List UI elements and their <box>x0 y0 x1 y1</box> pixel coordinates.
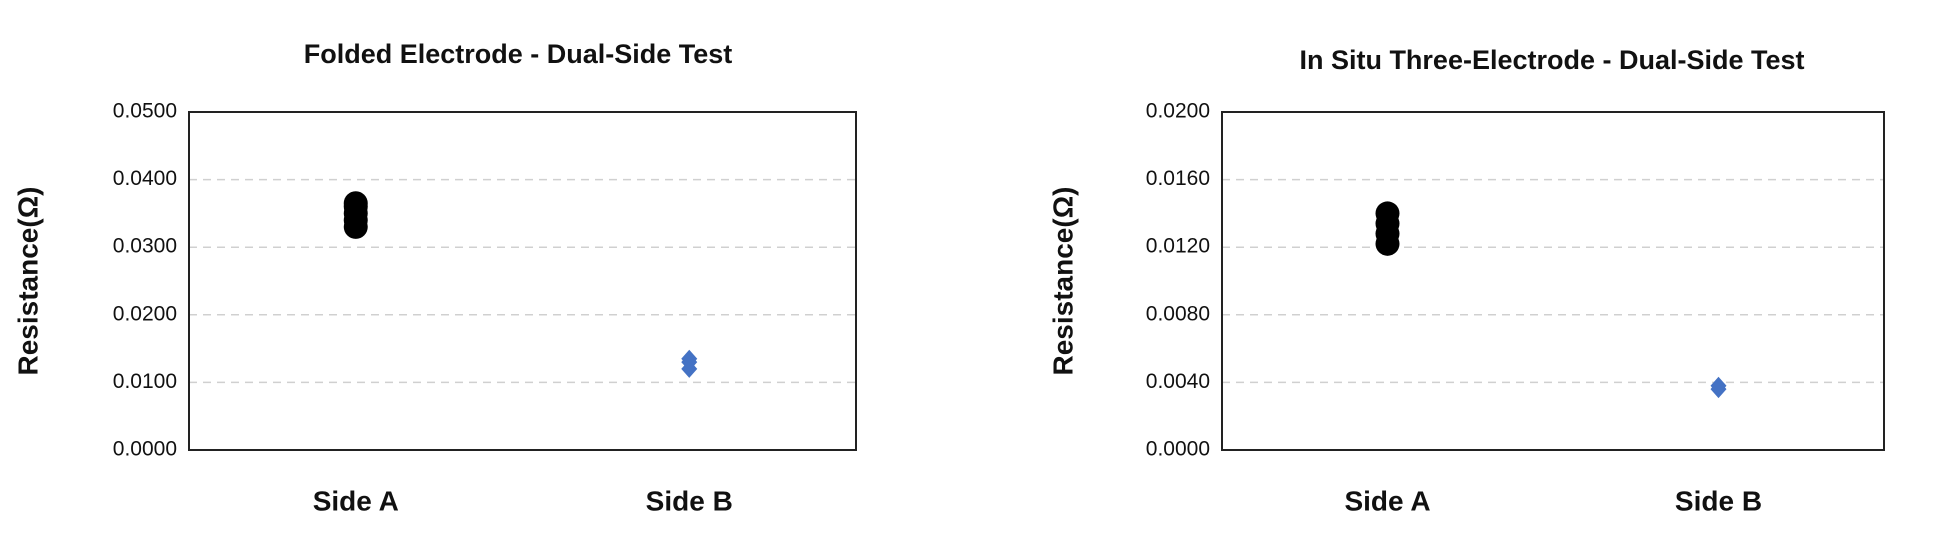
y-tick-label: 0.0040 <box>1146 370 1210 393</box>
y-tick-label: 0.0160 <box>1146 167 1210 190</box>
y-tick-label: 0.0000 <box>1146 438 1210 461</box>
y-tick-label: 0.0200 <box>113 302 177 325</box>
point <box>1710 376 1727 395</box>
plot-frame <box>188 111 857 451</box>
y-axis-label: Resistance(Ω) <box>12 187 43 376</box>
point <box>1375 201 1400 226</box>
y-tick-label: 0.0200 <box>1146 100 1210 123</box>
y-tick-label: 0.0300 <box>113 235 177 258</box>
point <box>681 349 698 368</box>
x-tick-label: Side B <box>646 485 733 516</box>
point <box>343 191 368 216</box>
y-tick-label: 0.0080 <box>1146 302 1210 325</box>
y-tick-label: 0.0400 <box>113 167 177 190</box>
y-tick-label: 0.0500 <box>113 100 177 123</box>
x-tick-label: Side A <box>1344 485 1430 516</box>
y-tick-label: 0.0100 <box>113 370 177 393</box>
chart-title: In Situ Three-Electrode - Dual-Side Test <box>1299 45 1804 75</box>
y-tick-label: 0.0000 <box>113 438 177 461</box>
y-axis-label: Resistance(Ω) <box>1047 187 1078 376</box>
y-tick-label: 0.0120 <box>1146 235 1210 258</box>
chart-title: Folded Electrode - Dual-Side Test <box>304 39 733 69</box>
x-tick-label: Side A <box>313 485 399 516</box>
plot-frame <box>1221 111 1885 451</box>
x-tick-label: Side B <box>1675 485 1762 516</box>
